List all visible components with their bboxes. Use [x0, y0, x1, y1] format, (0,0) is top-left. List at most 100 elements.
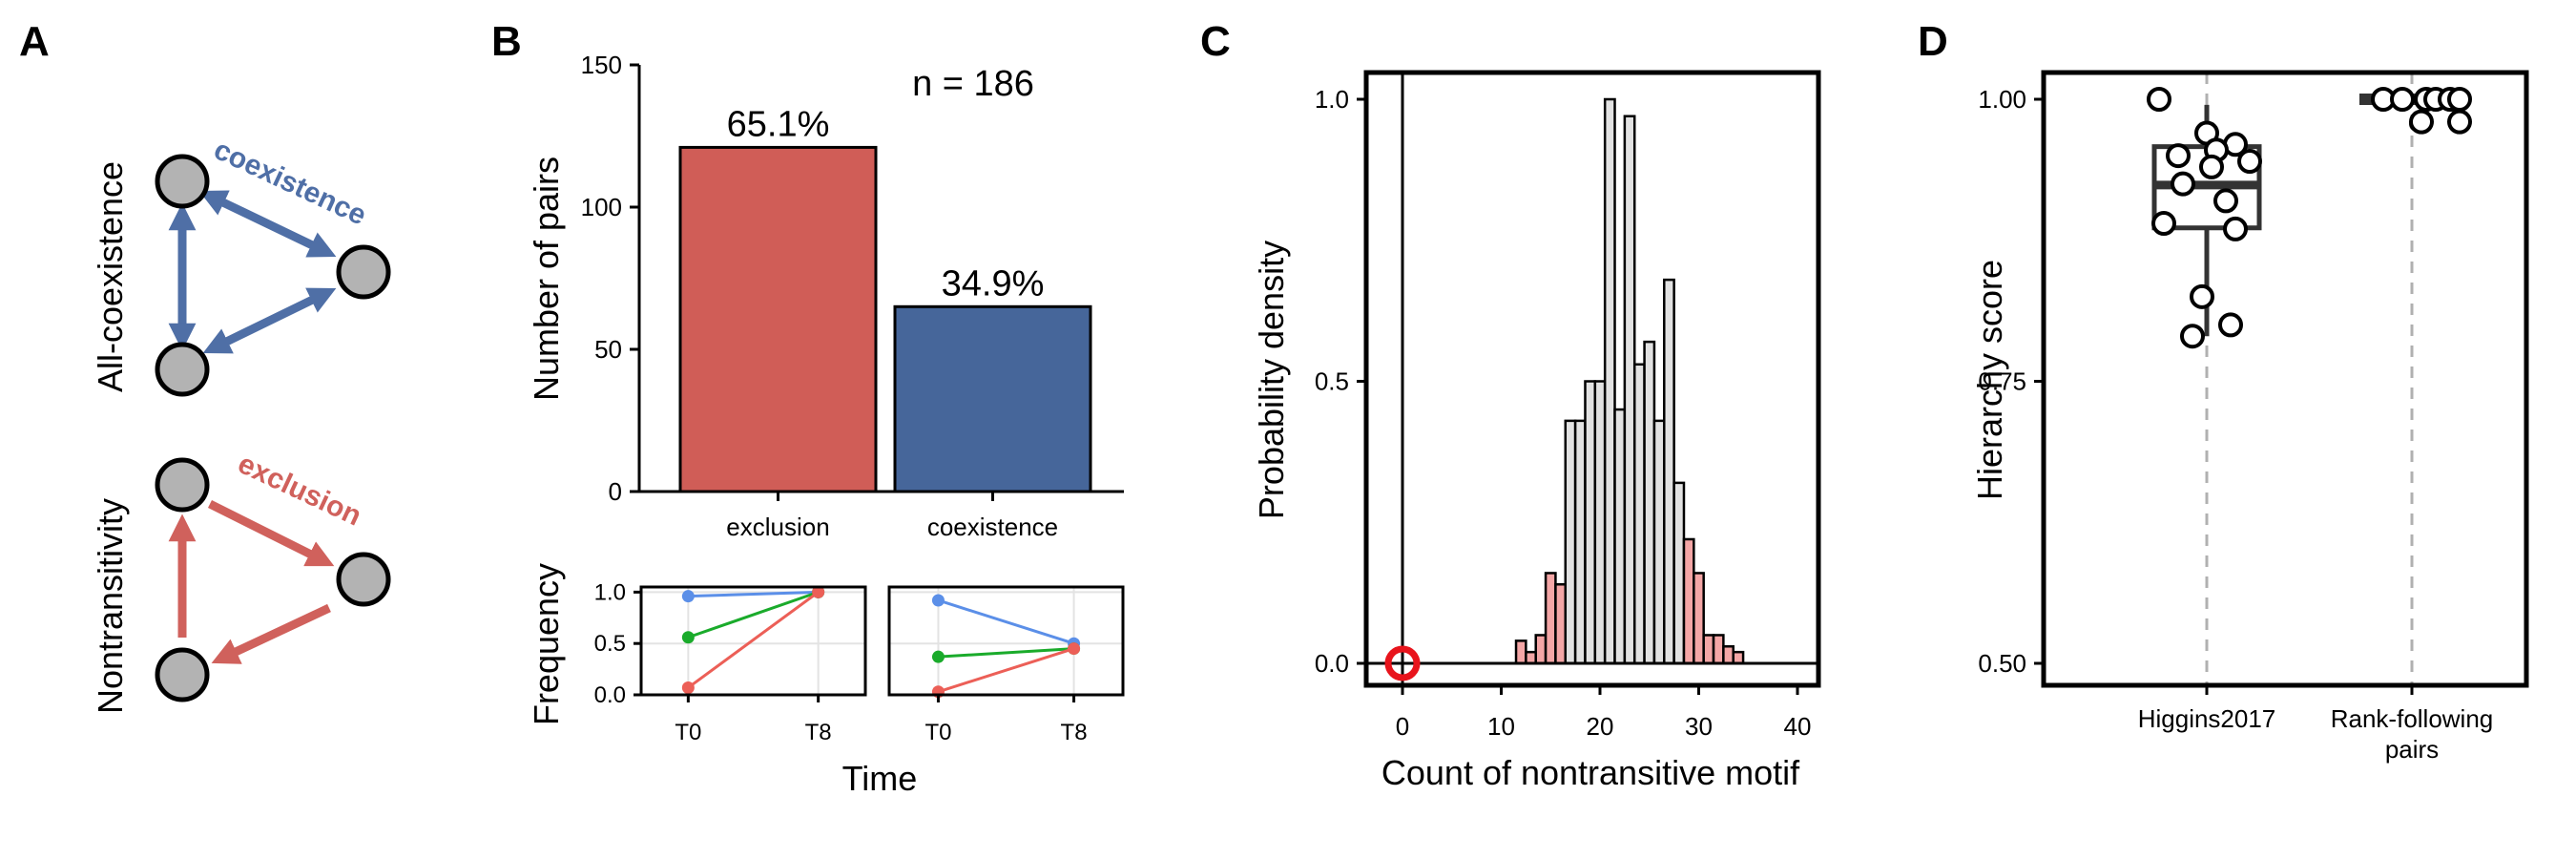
- x-tick-label: T8: [1061, 720, 1088, 745]
- histogram-bar: [1634, 365, 1644, 663]
- y-axis-title: Number of pairs: [527, 157, 566, 401]
- y-tick-label: 0.50: [1978, 649, 2026, 678]
- histogram-bar: [1546, 573, 1555, 663]
- histogram-bar: [1664, 280, 1673, 663]
- coexistence-label: coexistence: [209, 134, 371, 232]
- histogram-bar: [1595, 382, 1605, 664]
- x-tick-label: 40: [1784, 712, 1812, 741]
- histogram-bar: [1575, 421, 1585, 663]
- histogram-bar: [1645, 342, 1654, 663]
- bar-exclusion: [680, 147, 876, 492]
- panel-c: C 0.0 0.5 1.0 0 10 20 30 40 Probability density C…: [1200, 18, 1818, 792]
- freq-point-green: [932, 651, 945, 663]
- x-tick-label-line: Rank-following: [2331, 704, 2494, 733]
- histogram-bar: [1536, 635, 1546, 663]
- exclusion-arrow-right-bottom: [221, 608, 329, 659]
- freq-point-blue: [932, 594, 945, 606]
- y-tick-label: 150: [581, 51, 622, 79]
- panel-d: D 0.50 0.75 1.00 Higgins2017 Rank-following p…: [1918, 18, 2526, 764]
- y-axis-title: Probability density: [1252, 241, 1291, 519]
- boxplot-frame: [2044, 73, 2526, 685]
- freq-line-green: [688, 592, 818, 637]
- x-tick-label: T8: [805, 720, 832, 745]
- histogram-bar: [1714, 635, 1723, 663]
- histogram-bar: [1566, 421, 1575, 663]
- x-tick-label-line: Higgins2017: [2138, 704, 2276, 733]
- nontransitivity-motif-title: Nontransitivity: [91, 498, 130, 714]
- panel-label-c: C: [1200, 18, 1231, 65]
- panel-label-d: D: [1918, 18, 1948, 65]
- data-point-higgins2017: [2192, 286, 2212, 307]
- freq-point-red: [1068, 642, 1080, 655]
- y-axis-title: Frequency: [527, 563, 566, 725]
- exclusion-node-top: [157, 460, 207, 510]
- x-tick-label: T0: [675, 720, 701, 745]
- bar-value-label: 34.9%: [942, 263, 1045, 304]
- histogram-bar: [1516, 640, 1526, 663]
- histogram-bar: [1734, 652, 1743, 663]
- x-tick-label: exclusion: [726, 513, 829, 541]
- histogram-bar: [1555, 584, 1565, 663]
- data-point-rank-following: [2449, 89, 2470, 110]
- histogram-bar: [1684, 539, 1693, 663]
- coexistence-motif-title: All-coexistence: [91, 161, 130, 392]
- data-point-rank-following: [2411, 112, 2432, 133]
- y-tick-label: 0.0: [1315, 649, 1349, 678]
- histogram-bar: [1585, 382, 1594, 664]
- y-axis-title: Hierarchy score: [1970, 260, 2009, 500]
- histogram-bar: [1723, 646, 1733, 663]
- freq-line-red: [688, 592, 818, 687]
- histogram-bar: [1654, 421, 1664, 663]
- data-point-rank-following: [2449, 112, 2470, 133]
- x-tick-label: coexistence: [927, 513, 1058, 541]
- bar-chart: 0 50 100 150 65.1% exclusion 34.9% coexistence n…: [527, 51, 1124, 541]
- data-point-higgins2017: [2225, 219, 2246, 240]
- y-tick-label: 0.5: [594, 631, 626, 657]
- y-tick-label: 100: [581, 193, 622, 221]
- x-tick-label-line: pairs: [2385, 735, 2439, 764]
- y-tick-label: 0.0: [594, 682, 626, 708]
- y-tick-label: 1.0: [594, 579, 626, 605]
- x-tick-label: 0: [1396, 712, 1409, 741]
- y-tick-label: 50: [594, 335, 622, 364]
- x-tick-label: 10: [1487, 712, 1515, 741]
- data-point-higgins2017: [2220, 314, 2241, 335]
- x-axis-title: Count of nontransitive motif: [1381, 753, 1800, 792]
- histogram-bar: [1693, 573, 1703, 663]
- panel-label-b: B: [491, 18, 522, 65]
- sample-size-annotation: n = 186: [912, 64, 1034, 104]
- bar-value-label: 65.1%: [727, 104, 830, 144]
- data-point-higgins2017: [2215, 190, 2236, 211]
- x-tick-label: Rank-following pairs: [2331, 704, 2494, 764]
- exclusion-label: exclusion: [233, 448, 365, 532]
- data-point-higgins2017: [2153, 213, 2174, 234]
- y-tick-label: 0.5: [1315, 367, 1349, 396]
- histogram-bar: [1605, 99, 1614, 663]
- freq-line-blue: [938, 600, 1073, 643]
- panel-b: B 0 50 100 150 65.1% exclusion 34.9% coexistenc…: [491, 18, 1124, 798]
- histogram-bar: [1674, 483, 1684, 663]
- panel-label-a: A: [19, 18, 50, 65]
- y-tick-label: 0: [609, 477, 622, 506]
- data-point-rank-following: [2392, 89, 2413, 110]
- freq-point-green: [682, 631, 695, 643]
- frequency-chart: T0 T8 T0 T8 0.0 0.5 1.0 Frequency Time: [527, 563, 1123, 798]
- data-point-higgins2017: [2182, 325, 2203, 346]
- histogram-bar: [1526, 652, 1535, 663]
- x-tick-label: 30: [1685, 712, 1713, 741]
- freq-point-red: [682, 681, 695, 694]
- coexistence-arrow-bottom-right: [213, 293, 326, 348]
- data-point-higgins2017: [2201, 157, 2222, 178]
- data-point-higgins2017: [2239, 151, 2260, 172]
- bar-coexistence: [895, 306, 1091, 492]
- exclusion-node-bottom: [157, 650, 207, 700]
- exclusion-arrow-top-right: [210, 504, 324, 561]
- coexistence-node-right: [339, 247, 388, 297]
- freq-panel-frame: [889, 587, 1123, 695]
- histogram-bar: [1615, 409, 1625, 663]
- freq-point-blue: [682, 590, 695, 602]
- y-tick-label: 1.00: [1978, 85, 2026, 114]
- y-tick-label: 1.0: [1315, 85, 1349, 114]
- histogram-bar: [1625, 116, 1634, 663]
